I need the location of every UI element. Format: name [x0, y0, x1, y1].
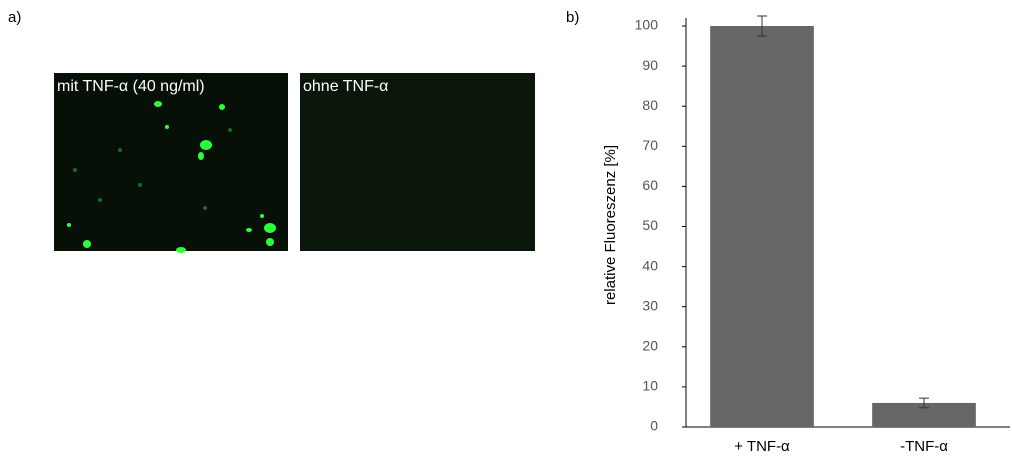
bar: [710, 26, 814, 428]
y-tick-label: 50: [642, 217, 658, 233]
y-tick-label: 100: [635, 17, 659, 33]
image-label: ohne TNF-α: [303, 78, 388, 95]
y-axis-label: relative Fluoreszenz [%]: [602, 145, 619, 305]
y-tick-label: 10: [642, 378, 658, 394]
micrograph: mit TNF-α (40 ng/ml): [54, 73, 288, 253]
y-tick-label: 90: [642, 57, 658, 73]
y-tick-label: 0: [650, 418, 658, 434]
y-tick-label: 80: [642, 97, 658, 113]
x-tick-label: + TNF-α: [734, 438, 790, 455]
panel-label: b): [566, 9, 579, 26]
y-tick-label: 20: [642, 338, 658, 354]
y-tick-label: 70: [642, 137, 658, 153]
x-tick-label: -TNF-α: [900, 438, 948, 455]
y-tick-label: 40: [642, 257, 658, 273]
y-tick-label: 60: [642, 177, 658, 193]
y-tick-label: 30: [642, 297, 658, 313]
panel-label: a): [8, 9, 21, 26]
image-label: mit TNF-α (40 ng/ml): [57, 78, 205, 95]
micrograph: ohne TNF-α: [300, 73, 535, 251]
